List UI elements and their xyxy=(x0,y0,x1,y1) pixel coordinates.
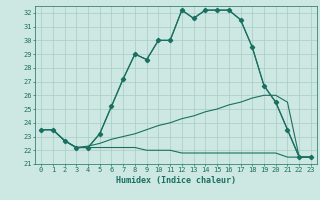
X-axis label: Humidex (Indice chaleur): Humidex (Indice chaleur) xyxy=(116,176,236,185)
